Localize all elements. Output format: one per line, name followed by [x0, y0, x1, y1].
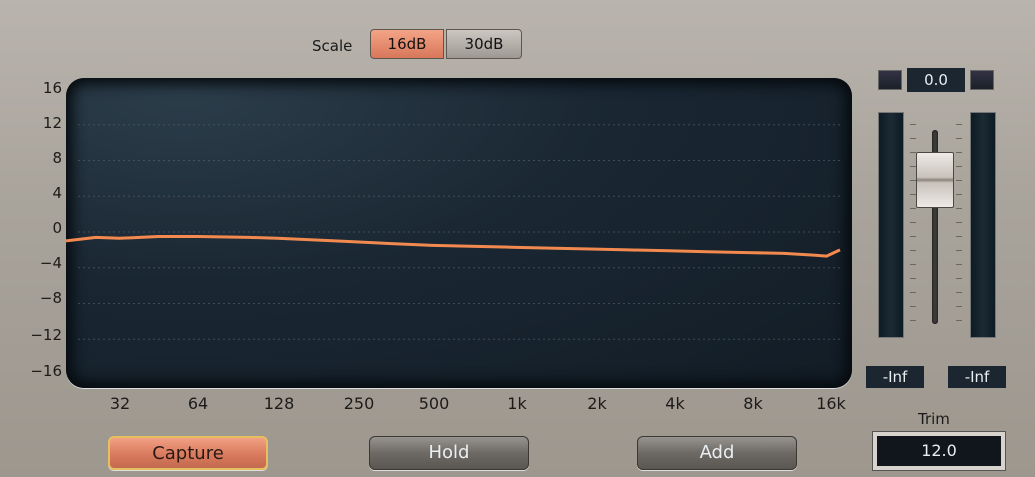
slider-tick-mark — [910, 278, 916, 279]
slider-tick-mark — [910, 250, 916, 251]
slider-tick-mark — [910, 180, 916, 181]
y-tick-label: −4 — [39, 254, 62, 272]
x-tick-label: 8k — [743, 394, 763, 413]
y-tick-label: 4 — [52, 184, 62, 202]
slider-tick-mark — [956, 306, 962, 307]
right-level-readout: -Inf — [948, 366, 1006, 388]
clip-led-left[interactable] — [878, 70, 902, 90]
y-tick-label: 8 — [52, 149, 62, 167]
slider-tick-mark — [956, 166, 962, 167]
x-tick-label: 1k — [507, 394, 527, 413]
slider-tick-mark — [956, 278, 962, 279]
x-tick-label: 64 — [187, 394, 209, 413]
slider-tick-mark — [956, 292, 962, 293]
y-tick-label: 12 — [42, 114, 62, 132]
slider-tick-mark — [910, 166, 916, 167]
peak-readout: 0.0 — [907, 68, 965, 92]
capture-button[interactable]: Capture — [108, 436, 268, 470]
slider-tick-mark — [956, 222, 962, 223]
eq-graph-display[interactable] — [66, 78, 852, 388]
slider-tick-mark — [956, 194, 962, 195]
x-tick-label: 4k — [665, 394, 685, 413]
y-tick-label: −16 — [30, 362, 62, 380]
x-tick-label: 2k — [587, 394, 607, 413]
x-tick-label: 128 — [263, 394, 295, 413]
x-tick-label: 500 — [418, 394, 450, 413]
slider-tick-mark — [910, 236, 916, 237]
y-tick-label: −8 — [39, 289, 62, 307]
y-tick-label: −12 — [30, 326, 62, 344]
slider-tick-mark — [910, 152, 916, 153]
slider-tick-mark — [956, 250, 962, 251]
x-tick-label: 16k — [816, 394, 846, 413]
slider-tick-mark — [910, 194, 916, 195]
slider-tick-mark — [956, 180, 962, 181]
scale-label: Scale — [312, 37, 353, 55]
slider-tick-mark — [910, 306, 916, 307]
level-meter-left — [878, 112, 904, 338]
x-tick-label: 32 — [109, 394, 131, 413]
slider-tick-mark — [910, 124, 916, 125]
slider-tick-mark — [956, 264, 962, 265]
slider-tick-mark — [956, 320, 962, 321]
slider-tick-mark — [910, 138, 916, 139]
trim-value-field[interactable]: 12.0 — [872, 431, 1006, 471]
slider-tick-mark — [956, 152, 962, 153]
slider-tick-mark — [956, 138, 962, 139]
left-level-readout: -Inf — [866, 366, 924, 388]
slider-tick-mark — [910, 222, 916, 223]
slider-tick-mark — [910, 208, 916, 209]
slider-tick-mark — [910, 264, 916, 265]
eq-curve-svg — [66, 124, 841, 340]
hold-button[interactable]: Hold — [369, 436, 529, 470]
clip-led-right[interactable] — [970, 70, 994, 90]
x-tick-label: 250 — [343, 394, 375, 413]
add-button[interactable]: Add — [637, 436, 797, 470]
scale-16db-button[interactable]: 16dB — [370, 29, 444, 59]
y-tick-label: 0 — [52, 219, 62, 237]
level-meter-right — [970, 112, 996, 338]
gain-slider-track[interactable] — [932, 130, 938, 324]
trim-label: Trim — [918, 410, 950, 428]
y-tick-label: 16 — [42, 79, 62, 97]
eq-curve-line — [66, 235, 841, 258]
slider-tick-mark — [956, 236, 962, 237]
slider-tick-mark — [956, 124, 962, 125]
scale-30db-button[interactable]: 30dB — [446, 29, 522, 59]
slider-tick-mark — [910, 320, 916, 321]
gain-slider-thumb[interactable] — [916, 152, 954, 208]
slider-tick-mark — [910, 292, 916, 293]
slider-tick-mark — [956, 208, 962, 209]
